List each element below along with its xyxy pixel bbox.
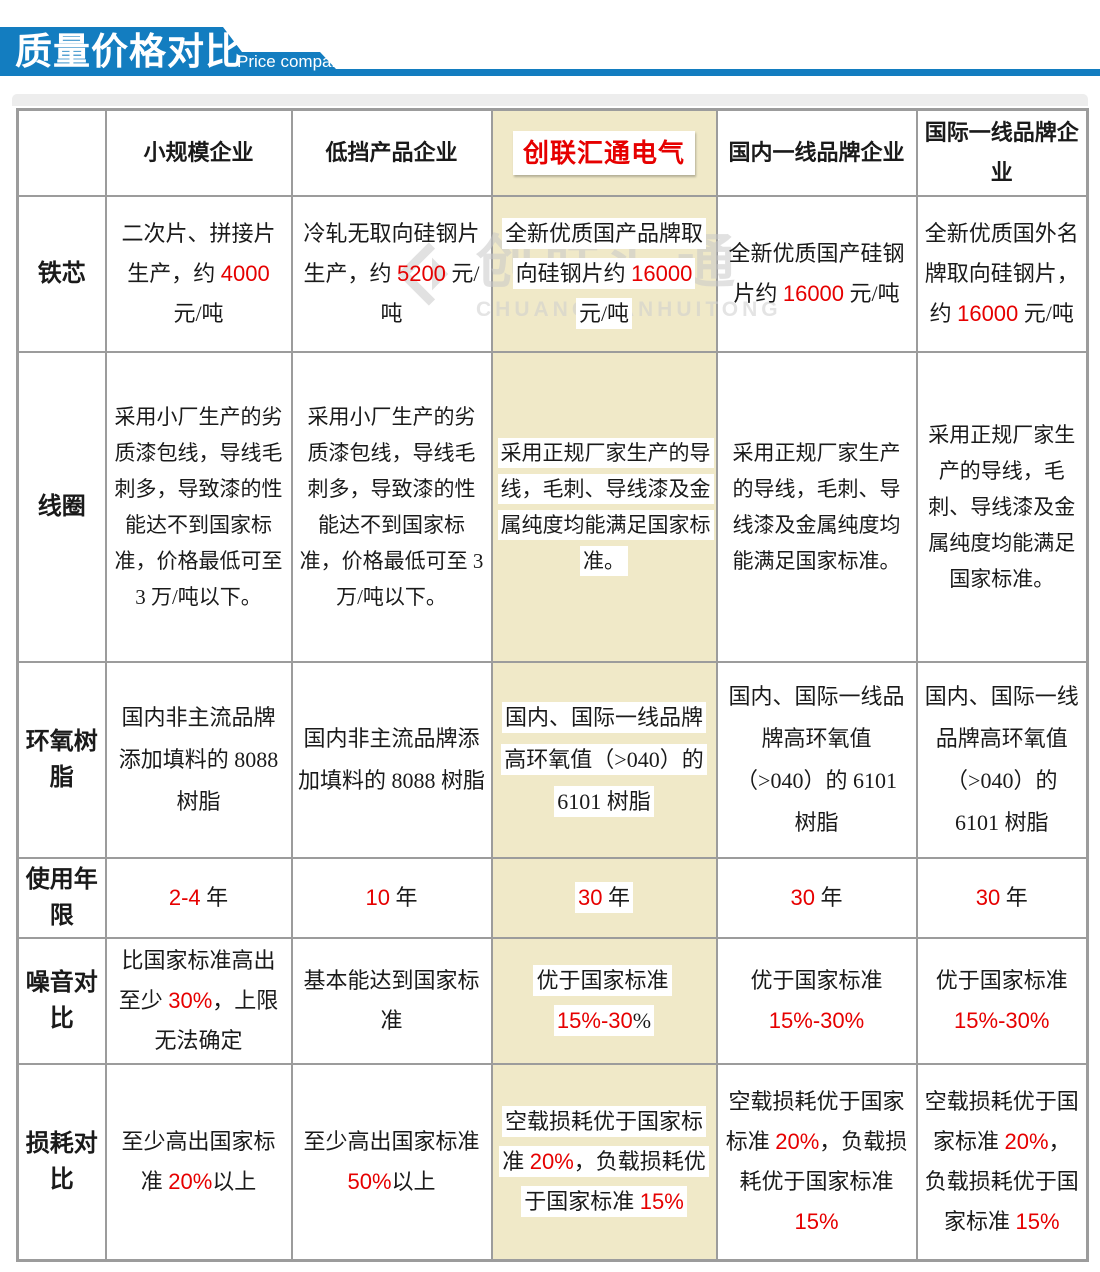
row-service-life: 使用年限 2-4 年 10 年 30 年 30 年 30 年 — [16, 857, 1089, 939]
cell-loss-small: 至少高出国家标准 20%以上 — [104, 1063, 293, 1261]
comparison-table: 小规模企业 低挡产品企业 创联汇通电气 国内一线品牌企业 国际一线品牌企业 铁芯… — [16, 108, 1089, 1262]
row-header-noise: 噪音对比 — [16, 937, 107, 1065]
cell-coil-chuanglian: 采用正规厂家生产的导线，毛刺、导线漆及金属纯度均能满足国家标准。 — [490, 351, 718, 663]
cell-iron-core-chuanglian: 全新优质国产品牌取向硅钢片约 16000 元/吨 — [490, 195, 718, 353]
cell-iron-core-lowend: 冷轧无取向硅钢片生产，约 5200 元/吨 — [290, 195, 493, 353]
col-header-chuanglian: 创联汇通电气 — [490, 108, 718, 197]
row-header-coil: 线圈 — [16, 351, 107, 663]
cell-epoxy-chuanglian: 国内、国际一线品牌高环氧值（>040）的 6101 树脂 — [490, 661, 718, 859]
cell-noise-lowend: 基本能达到国家标准 — [290, 937, 493, 1065]
row-loss-comparison: 损耗对比 至少高出国家标准 20%以上 至少高出国家标准 50%以上 空载损耗优… — [16, 1063, 1089, 1261]
row-header-iron-core: 铁芯 — [16, 195, 107, 353]
cell-iron-core-small: 二次片、拼接片生产，约 4000 元/吨 — [104, 195, 293, 353]
header-row: 小规模企业 低挡产品企业 创联汇通电气 国内一线品牌企业 国际一线品牌企业 — [16, 108, 1089, 197]
col-header-small-enterprise: 小规模企业 — [104, 108, 293, 197]
corner-cell — [16, 108, 107, 197]
cell-life-lowend: 10 年 — [290, 857, 493, 939]
cell-coil-lowend: 采用小厂生产的劣质漆包线，导线毛刺多，导致漆的性能达不到国家标准，价格最低可至 … — [290, 351, 493, 663]
brand-name-badge: 创联汇通电气 — [512, 131, 695, 175]
cell-noise-small: 比国家标准高出至少 30%，上限无法确定 — [104, 937, 293, 1065]
cell-coil-domestic: 采用正规厂家生产的导线，毛刺、导线漆及金属纯度均能满足国家标准。 — [715, 351, 918, 663]
cell-epoxy-international: 国内、国际一线品牌高环氧值（>040）的 6101 树脂 — [915, 661, 1089, 859]
cell-loss-domestic: 空载损耗优于国家标准 20%，负载损耗优于国家标准 15% — [715, 1063, 918, 1261]
row-header-loss: 损耗对比 — [16, 1063, 107, 1261]
cell-epoxy-small: 国内非主流品牌添加填料的 8088 树脂 — [104, 661, 293, 859]
row-coil: 线圈 采用小厂生产的劣质漆包线，导线毛刺多，导致漆的性能达不到国家标准，价格最低… — [16, 351, 1089, 663]
cell-loss-international: 空载损耗优于国家标准 20%，负载损耗优于国家标准 15% — [915, 1063, 1089, 1261]
cell-life-international: 30 年 — [915, 857, 1089, 939]
cell-noise-domestic: 优于国家标准 15%-30% — [715, 937, 918, 1065]
page-title: 质量价格对比 — [15, 31, 243, 72]
cell-iron-core-international: 全新优质国外名牌取向硅钢片，约 16000 元/吨 — [915, 195, 1089, 353]
page-subtitle: Price comparison — [237, 52, 369, 71]
col-header-international-tier1: 国际一线品牌企业 — [915, 108, 1089, 197]
cell-noise-chuanglian: 优于国家标准 15%-30% — [490, 937, 718, 1065]
cell-epoxy-lowend: 国内非主流品牌添加填料的 8088 树脂 — [290, 661, 493, 859]
table-top-strip — [12, 94, 1088, 106]
cell-loss-chuanglian: 空载损耗优于国家标准 20%，负载损耗优于国家标准 15% — [490, 1063, 718, 1261]
cell-life-domestic: 30 年 — [715, 857, 918, 939]
cell-epoxy-domestic: 国内、国际一线品牌高环氧值（>040）的 6101 树脂 — [715, 661, 918, 859]
row-header-service-life: 使用年限 — [16, 857, 107, 939]
col-header-lowend-enterprise: 低挡产品企业 — [290, 108, 493, 197]
cell-life-chuanglian: 30 年 — [490, 857, 718, 939]
cell-noise-international: 优于国家标准 15%-30% — [915, 937, 1089, 1065]
cell-iron-core-domestic: 全新优质国产硅钢片约 16000 元/吨 — [715, 195, 918, 353]
cell-coil-small: 采用小厂生产的劣质漆包线，导线毛刺多，导致漆的性能达不到国家标准，价格最低可至 … — [104, 351, 293, 663]
cell-life-small: 2-4 年 — [104, 857, 293, 939]
row-header-epoxy-resin: 环氧树脂 — [16, 661, 107, 859]
row-iron-core: 铁芯 二次片、拼接片生产，约 4000 元/吨 冷轧无取向硅钢片生产，约 520… — [16, 195, 1089, 353]
cell-coil-international: 采用正规厂家生产的导线，毛刺、导线漆及金属纯度均能满足国家标准。 — [915, 351, 1089, 663]
col-header-domestic-tier1: 国内一线品牌企业 — [715, 108, 918, 197]
row-epoxy-resin: 环氧树脂 国内非主流品牌添加填料的 8088 树脂 国内非主流品牌添加填料的 8… — [16, 661, 1089, 859]
row-noise-comparison: 噪音对比 比国家标准高出至少 30%，上限无法确定 基本能达到国家标准 优于国家… — [16, 937, 1089, 1065]
cell-loss-lowend: 至少高出国家标准 50%以上 — [290, 1063, 493, 1261]
